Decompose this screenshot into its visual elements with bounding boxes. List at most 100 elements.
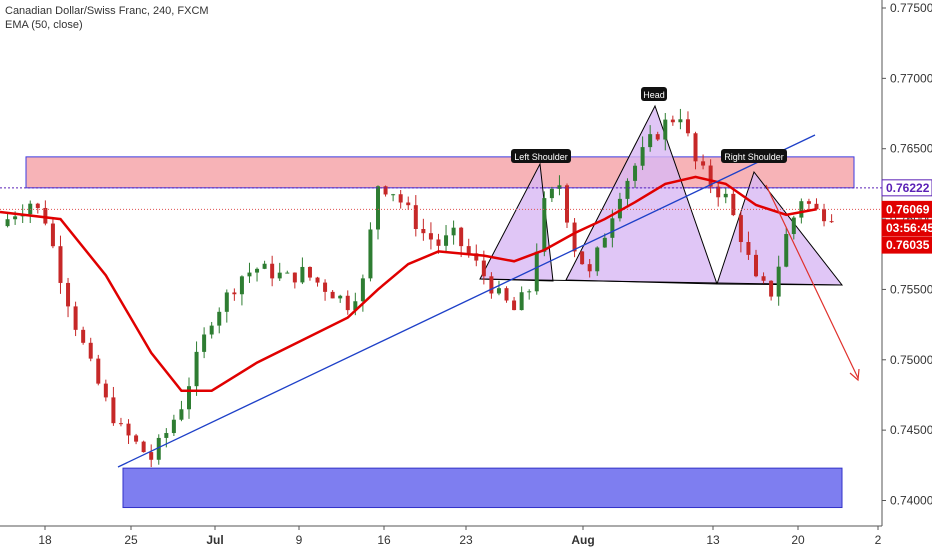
candle-body [277,272,282,279]
candles [5,108,834,468]
projection-arrow [765,184,859,379]
candle-body [202,334,207,352]
candle-body [224,292,229,312]
candle-body [496,288,501,294]
candle-body [527,291,532,293]
indicator-legend: EMA (50, close) [5,19,83,31]
candle-body [602,237,607,248]
time-axis[interactable]: 18 25 Jul 9 16 23 Aug 13 20 2 [0,525,882,547]
candle-body [685,119,690,134]
candle-body [187,386,191,410]
candle-body [610,218,615,238]
candle-body [353,301,358,311]
candle-body [307,266,312,278]
pattern-label: Left Shoulder [514,152,568,162]
candle-body [103,383,108,398]
price-tick-label: 0.74000 [890,494,932,508]
price-tick-label: 0.76500 [890,142,932,156]
candle-body [383,186,388,195]
candle-body [466,246,471,254]
candle-body [58,246,63,283]
price-tick-label: 0.77000 [890,71,932,85]
time-tick-label: 2 [875,533,882,547]
drawn-lines [0,134,882,468]
price-tag-box [881,179,932,197]
candle-body [391,194,396,196]
candle-body [300,266,305,283]
ema-line [0,175,817,392]
candle-body [829,221,834,223]
candle-body [701,161,706,166]
price-tag-label: 0.76222 [886,181,930,195]
candle-body [315,277,320,283]
time-tick-label: 13 [706,533,720,547]
candle-body [459,227,464,247]
candle-body [194,351,199,387]
price-tick-label: 0.75000 [890,353,932,367]
candle-body [141,441,146,453]
candle-body [806,201,811,204]
candle-body [534,251,539,292]
candle-body [376,186,380,230]
candle-body [270,263,275,279]
candle-body [716,186,721,198]
price-tag-box [881,236,932,254]
candle-body [504,288,509,301]
candle-body [149,452,154,460]
candle-body [754,254,758,277]
candle-body [13,216,18,220]
projection-arrowhead [849,368,860,382]
candle-body [519,292,524,311]
time-tick-label: 20 [791,533,805,547]
time-tick-label: Jul [206,533,223,547]
candle-body [451,227,456,236]
candle-body [118,423,123,425]
candle-body [822,209,827,222]
candle-body [512,300,517,311]
candle-body [232,292,237,295]
symbol-title: Canadian Dollar/Swiss Franc, 240, FXCM [5,5,209,17]
candle-body [746,242,751,255]
price-tick-label: 0.75500 [890,282,932,296]
candle-body [587,264,592,272]
candle-body [323,282,328,292]
candle-body [489,276,494,294]
candle-body [262,263,267,269]
candle-body [96,358,101,384]
pattern-labels: Left Shoulder Head Right Shoulder [511,87,787,163]
candle-body [436,239,441,246]
candle-body [633,165,638,181]
price-axis[interactable]: 0.775000.770000.765000.760000.755000.750… [881,0,932,526]
candle-body [784,234,789,267]
candle-body [693,133,698,162]
price-tag-box [881,219,932,237]
candle-body [769,280,774,297]
candle-body [625,180,630,199]
candle-body [557,185,562,189]
candle-body [345,295,350,311]
candle-body [50,223,55,247]
candle-body [663,119,668,140]
candle-body [126,423,131,436]
price-tag-box [881,200,932,218]
price-tag-label: 0.76035 [886,238,930,252]
candle-body [406,202,411,206]
pattern-label: Right Shoulder [724,152,784,162]
candle-body [209,325,214,335]
candle-body [330,291,335,299]
candle-body [239,276,244,295]
candle-body [814,203,819,210]
candle-body [171,419,176,434]
time-tick-label: 25 [124,533,138,547]
candle-body [474,253,479,261]
candle-body [542,198,547,252]
candle-body [595,247,600,272]
candle-body [761,276,766,281]
candle-body [444,235,449,246]
price-tag-label: 03:56:45 [886,221,932,235]
candle-body [670,119,675,123]
candle-body [640,147,645,166]
candle-body [217,311,222,326]
